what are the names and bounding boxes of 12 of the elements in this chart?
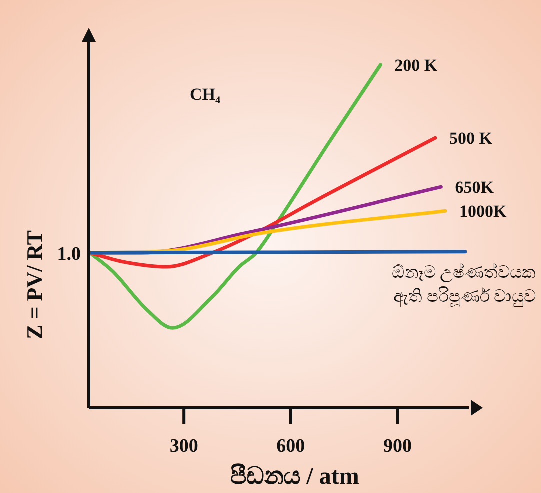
series-label: ඕනෑම උෂ්ණත්වයක ඇති පරිපූර්ණ වායුව — [392, 262, 536, 308]
series-label: 500 K — [450, 129, 494, 148]
series-label: 1000K — [459, 202, 508, 222]
series-label: 200 K — [394, 56, 438, 75]
y-axis-title: Z = PV/ RT — [22, 230, 47, 340]
x-tick-label: 300 — [170, 436, 198, 457]
series-label: 650K — [455, 178, 495, 198]
x-tick-label: 900 — [384, 436, 412, 457]
text: CH₄ — [190, 85, 221, 104]
x-tick-label: 600 — [276, 436, 306, 457]
annotation: 1.0 — [57, 244, 81, 265]
x-axis-title: පීඩනය / atm — [230, 464, 360, 490]
